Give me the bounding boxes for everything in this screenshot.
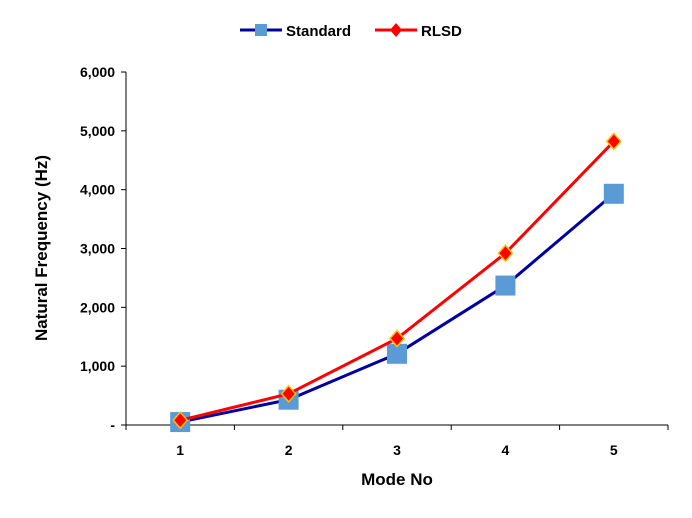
y-axis-title: Natural Frequency (Hz) [32, 155, 51, 341]
y-tick-label: 3,000 [80, 241, 115, 257]
x-tick-label: 5 [610, 442, 618, 458]
y-tick-label: 4,000 [80, 182, 115, 198]
y-tick-label: 2,000 [80, 299, 115, 315]
series-layer [170, 132, 624, 433]
legend-label-standard: Standard [286, 23, 351, 40]
legend-item-standard: Standard [240, 23, 351, 40]
data-point-standard [495, 275, 516, 296]
legend: Standard RLSD [240, 23, 462, 40]
data-point-standard [603, 183, 624, 204]
y-tick-label: - [110, 417, 115, 433]
series-line-rlsd [179, 140, 615, 422]
data-point-rlsd [389, 329, 405, 348]
y-tick-label: 6,000 [80, 64, 115, 80]
x-tick-label: 3 [393, 442, 401, 458]
data-point-rlsd [605, 132, 622, 151]
data-point-rlsd [280, 384, 297, 403]
x-tick-label: 1 [176, 442, 184, 458]
legend-label-rlsd: RLSD [421, 23, 462, 40]
legend-item-rlsd: RLSD [375, 23, 462, 40]
y-axis: - 1,000 2,000 3,000 4,000 5,000 6,000 [80, 64, 127, 433]
series-line-standard [179, 192, 615, 424]
legend-marker-rlsd [390, 23, 402, 37]
y-tick-label: 1,000 [80, 358, 115, 374]
x-axis: 1 2 3 4 5 [125, 424, 669, 458]
x-axis-title: Mode No [361, 470, 433, 489]
x-tick-label: 4 [502, 442, 510, 458]
y-tick-label: 5,000 [80, 123, 115, 139]
legend-marker-standard [255, 24, 267, 36]
data-point-rlsd [172, 411, 189, 430]
data-point-standard [387, 343, 407, 364]
data-point-rlsd [497, 244, 514, 263]
x-tick-label: 2 [285, 442, 293, 458]
